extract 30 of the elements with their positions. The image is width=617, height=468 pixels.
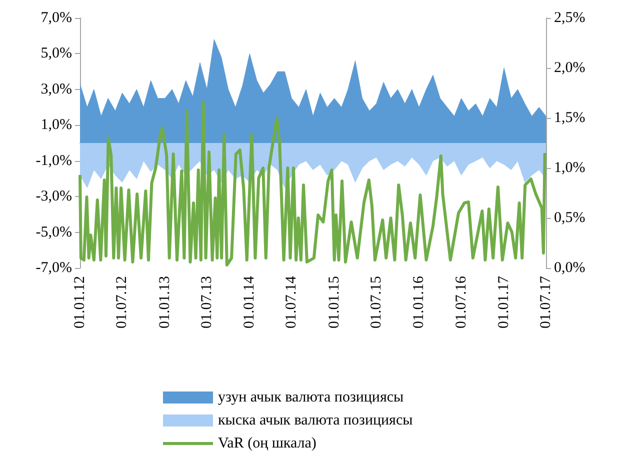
y2-tick-label: 2,5%: [554, 10, 586, 26]
x-tick-label: 01.07.13: [198, 276, 215, 328]
y-tick-label: -7,0%: [36, 260, 72, 276]
x-tick-label: 01.07.14: [284, 276, 300, 328]
x-tick-label: 01.01.16: [411, 276, 428, 328]
y-tick-label: -1,0%: [36, 152, 72, 169]
x-tick-label: 01.01.13: [156, 276, 173, 328]
y2-tick-label: 0,0%: [554, 260, 586, 276]
y-tick-label: -3,0%: [36, 188, 72, 205]
x-tick-label: 01.07.16: [453, 276, 470, 328]
y-tick-label: 3,0%: [40, 81, 72, 98]
y-tick-label: 1,0%: [40, 117, 72, 134]
legend-label: узун ачык валюта позициясы: [218, 390, 404, 406]
x-tick-label: 01.07.12: [114, 276, 130, 328]
x-tick-label: 01.07.17: [538, 276, 554, 328]
y-tick-label: 5,0%: [40, 46, 72, 62]
x-tick-label: 01.01.14: [242, 276, 258, 328]
y-tick-label: 7,0%: [40, 10, 72, 26]
line-series: [78, 100, 546, 266]
x-tick-label: 01.01.17: [496, 276, 512, 328]
y-tick-label: -5,0%: [36, 224, 72, 240]
x-tick-label: 01.01.12: [72, 276, 88, 328]
x-tick-label: 01.07.15: [368, 276, 384, 328]
legend-label: кыска ачык валюта позициясы: [218, 412, 413, 428]
legend-label: VaR (оң шкала): [218, 436, 316, 452]
y2-tick-label: 2,0%: [554, 60, 586, 76]
y2-tick-label: 0,5%: [554, 210, 586, 226]
x-tick-label: 01.01.15: [326, 276, 342, 328]
y2-tick-label: 1,0%: [554, 160, 586, 176]
y2-tick-label: 1,5%: [554, 110, 586, 126]
